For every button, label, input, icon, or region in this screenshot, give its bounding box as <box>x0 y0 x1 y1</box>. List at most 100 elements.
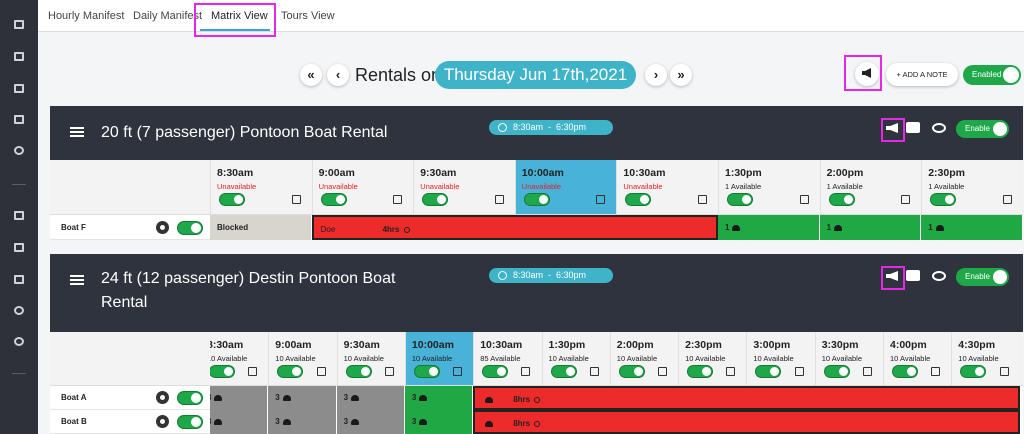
date-picker[interactable]: Thursday Jun 17th,2021 <box>435 61 636 89</box>
edit-icon[interactable] <box>999 367 1009 376</box>
time-slot[interactable]: 2:00pm 1 Available <box>819 160 922 214</box>
time-slot[interactable]: 9:30am Unavailable <box>413 160 515 214</box>
booking-cell[interactable]: 3 <box>268 410 337 434</box>
hide-icon[interactable] <box>932 123 946 133</box>
booking-cell[interactable]: Doe 4hrs <box>311 215 718 240</box>
next-button[interactable]: › <box>645 64 667 86</box>
toggle-switch[interactable] <box>960 365 987 378</box>
menu-icon[interactable] <box>70 275 84 277</box>
booking-cell[interactable]: 8hrs <box>473 386 1020 410</box>
edit-icon[interactable] <box>248 367 258 376</box>
nav-icon[interactable] <box>14 84 24 93</box>
toggle-switch[interactable] <box>755 365 782 378</box>
edit-icon[interactable] <box>393 195 403 204</box>
booking-cell[interactable]: 1 <box>819 215 922 240</box>
time-slot[interactable]: 2:30pm 10 Available <box>678 332 746 385</box>
toggle-switch[interactable] <box>823 365 850 378</box>
nav-icon[interactable] <box>14 52 24 61</box>
comment-icon[interactable] <box>906 270 920 281</box>
edit-icon[interactable] <box>931 367 941 376</box>
time-slot[interactable]: 8:30am 10 Available <box>210 332 268 385</box>
announce-button[interactable] <box>855 62 879 86</box>
prev-button[interactable]: ‹ <box>327 64 349 86</box>
menu-icon[interactable] <box>70 127 84 129</box>
nav-icon[interactable] <box>14 211 24 220</box>
toggle-switch[interactable] <box>625 193 652 206</box>
nav-icon[interactable] <box>14 20 24 29</box>
time-slot[interactable]: 10:30am Unavailable <box>616 160 718 214</box>
toggle-switch[interactable] <box>177 415 203 429</box>
tab[interactable]: Hourly Manifest <box>48 10 125 22</box>
edit-icon[interactable] <box>799 195 809 204</box>
toggle-switch[interactable] <box>618 365 645 378</box>
last-button[interactable]: » <box>670 64 692 86</box>
booking-cell[interactable]: 3 <box>404 386 474 410</box>
toggle-switch[interactable] <box>277 365 304 378</box>
edit-icon[interactable] <box>697 195 707 204</box>
time-slot[interactable]: 4:30pm 10 Available <box>951 332 1019 385</box>
nav-icon[interactable] <box>14 306 24 315</box>
time-slot[interactable]: 3:30pm 10 Available <box>814 332 883 385</box>
time-slot[interactable]: 1:30pm 10 Available <box>541 332 610 385</box>
time-slot[interactable]: 1:30pm 1 Available <box>718 160 820 214</box>
nav-icon[interactable] <box>14 275 24 284</box>
time-slot[interactable]: 10:00am 10 Available <box>404 332 474 385</box>
booking-cell[interactable]: 1 <box>921 215 1023 240</box>
time-slot[interactable]: 9:00am 10 Available <box>268 332 336 385</box>
edit-icon[interactable] <box>794 367 804 376</box>
comment-icon[interactable] <box>906 122 920 133</box>
booking-cell[interactable]: 3 <box>404 410 474 434</box>
time-slot[interactable]: 8:30am Unavailable <box>210 160 312 214</box>
nav-icon[interactable] <box>14 337 24 346</box>
time-slot[interactable]: 10:30am 85 Available <box>473 332 541 385</box>
toggle-switch[interactable] <box>482 365 509 378</box>
booking-cell[interactable]: Blocked <box>210 215 312 240</box>
edit-icon[interactable] <box>384 367 394 376</box>
nav-icon[interactable] <box>14 115 24 124</box>
booking-cell[interactable]: 8hrs <box>473 410 1020 434</box>
first-button[interactable]: « <box>300 64 322 86</box>
booking-cell[interactable]: 3 <box>268 386 337 410</box>
tab[interactable]: Daily Manifest <box>133 10 203 22</box>
time-slot[interactable]: 2:00pm 10 Available <box>609 332 678 385</box>
booking-cell[interactable]: 1 <box>718 215 820 240</box>
time-slot[interactable]: 2:30pm 1 Available <box>921 160 1023 214</box>
booking-cell[interactable]: 3 <box>336 410 405 434</box>
time-slot[interactable]: 3:00pm 10 Available <box>746 332 814 385</box>
booking-cell[interactable]: 3 <box>210 386 269 410</box>
toggle-switch[interactable] <box>828 193 855 206</box>
hide-icon[interactable] <box>932 271 946 281</box>
tab[interactable]: Tours View <box>281 10 335 22</box>
announce-icon[interactable] <box>886 123 898 133</box>
enable-toggle[interactable]: Enable <box>956 268 1009 286</box>
edit-icon[interactable] <box>862 367 872 376</box>
edit-icon[interactable] <box>596 195 606 204</box>
toggle-switch[interactable] <box>727 193 753 206</box>
toggle-switch[interactable] <box>892 365 918 378</box>
settings-icon[interactable] <box>156 415 169 428</box>
edit-icon[interactable] <box>291 195 301 204</box>
toggle-switch[interactable] <box>219 193 245 206</box>
toggle-switch[interactable] <box>687 365 714 378</box>
enabled-toggle[interactable]: Enabled <box>963 65 1021 85</box>
toggle-switch[interactable] <box>177 391 203 405</box>
booking-cell[interactable]: 3 <box>336 386 405 410</box>
edit-icon[interactable] <box>1002 195 1012 204</box>
toggle-switch[interactable] <box>523 193 550 206</box>
toggle-switch[interactable] <box>345 365 372 378</box>
edit-icon[interactable] <box>494 195 504 204</box>
tab-active[interactable]: Matrix View <box>211 10 268 22</box>
time-slot[interactable]: 4:00pm 10 Available <box>883 332 951 385</box>
edit-icon[interactable] <box>316 367 326 376</box>
edit-icon[interactable] <box>726 367 736 376</box>
toggle-switch[interactable] <box>210 365 235 378</box>
toggle-switch[interactable] <box>550 365 577 378</box>
nav-icon[interactable] <box>14 243 24 252</box>
time-slot[interactable]: 10:00am Unavailable <box>514 160 617 214</box>
time-slot[interactable]: 9:00am Unavailable <box>311 160 414 214</box>
edit-icon[interactable] <box>901 195 911 204</box>
booking-cell[interactable]: 3 <box>210 410 269 434</box>
settings-icon[interactable] <box>156 391 169 404</box>
edit-icon[interactable] <box>453 367 463 376</box>
edit-icon[interactable] <box>658 367 668 376</box>
